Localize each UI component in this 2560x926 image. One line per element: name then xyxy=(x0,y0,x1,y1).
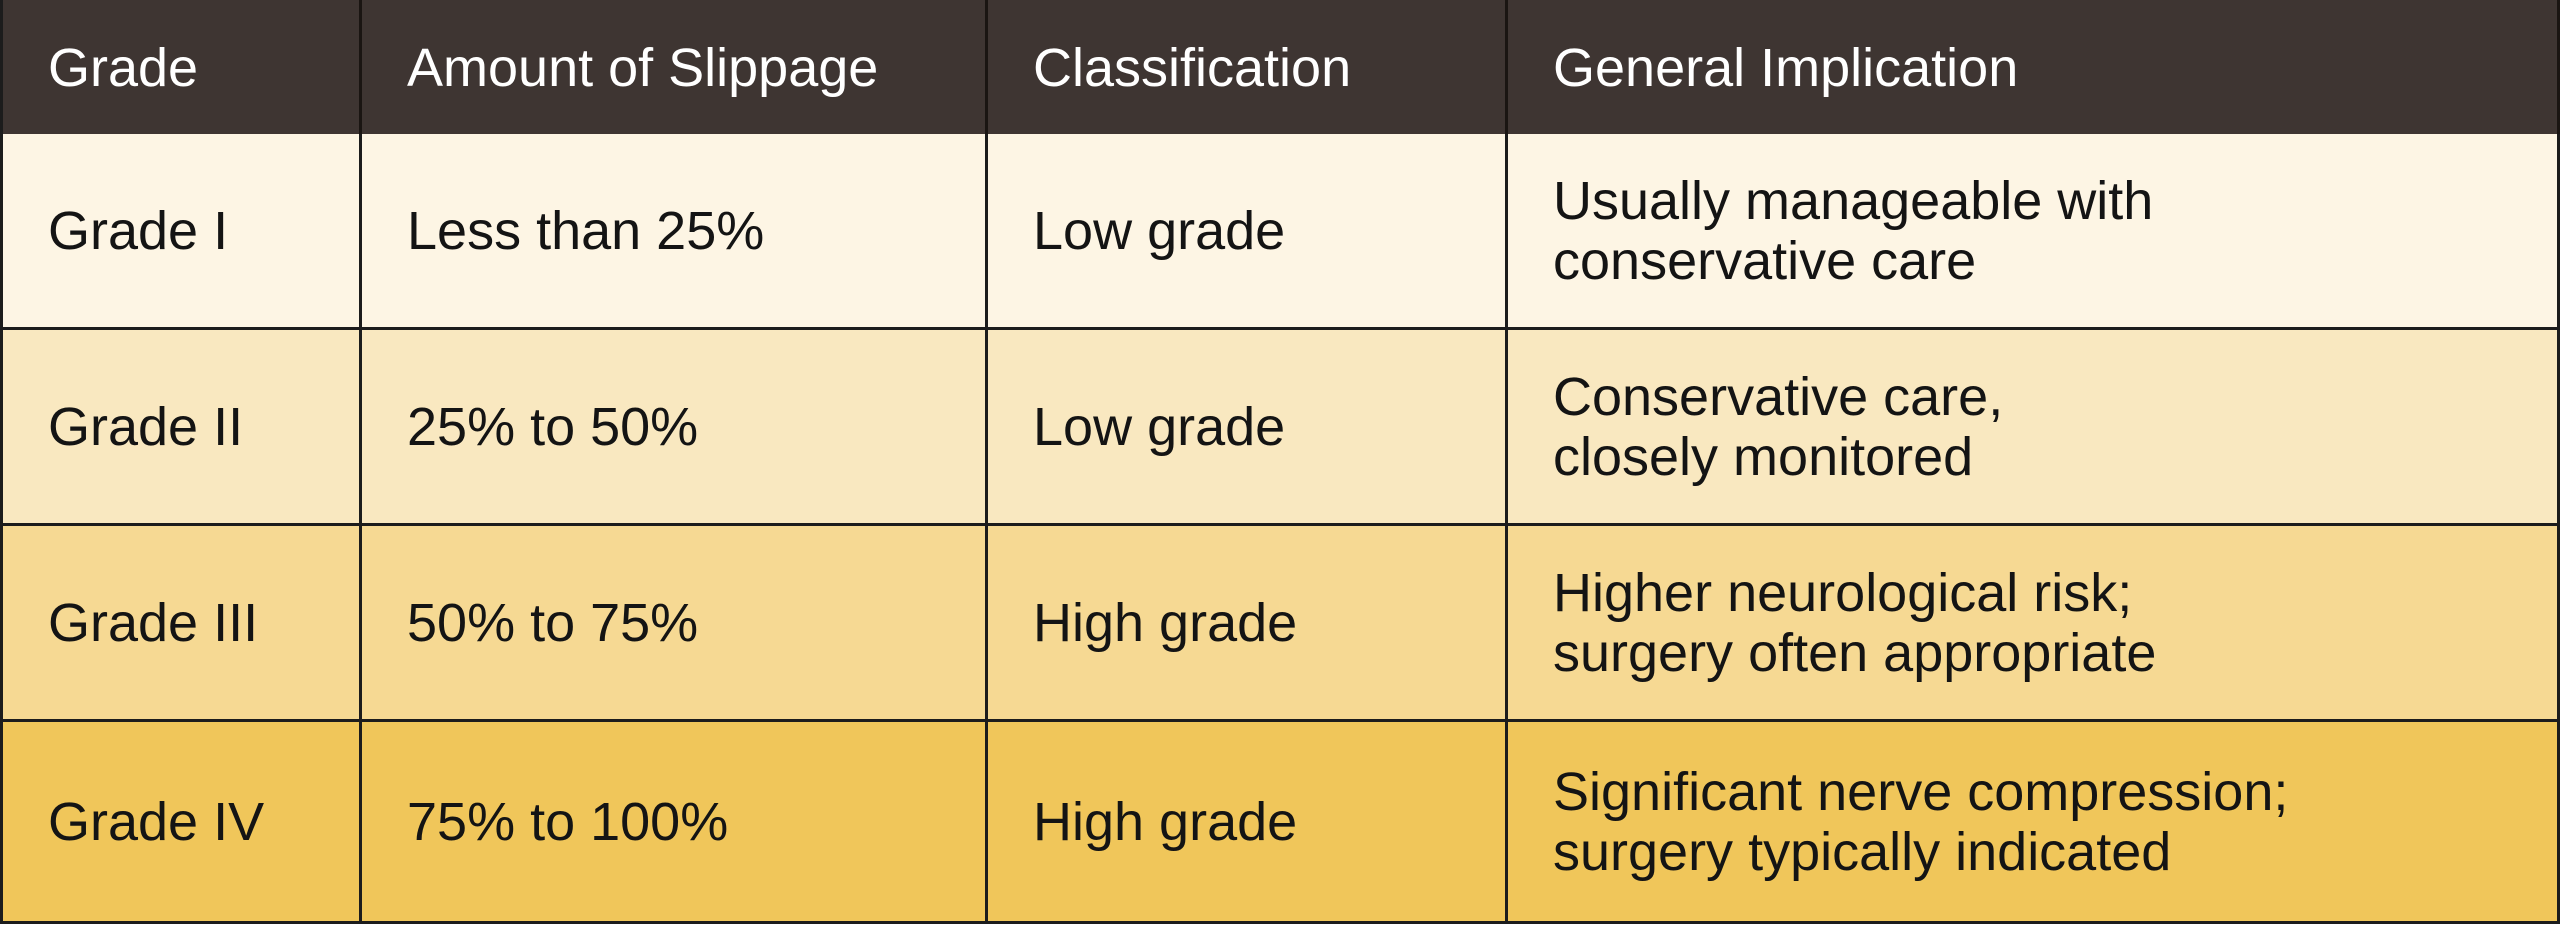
slippage-cell: 25% to 50% xyxy=(362,330,988,526)
implication-cell: Significant nerve compression; surgery t… xyxy=(1508,722,2560,924)
grade-cell: Grade II xyxy=(0,330,362,526)
slippage-cell: 50% to 75% xyxy=(362,526,988,722)
header-general-implication: General Implication xyxy=(1508,0,2560,134)
grade-cell: Grade IV xyxy=(0,722,362,924)
grade-cell: Grade III xyxy=(0,526,362,722)
header-classification: Classification xyxy=(988,0,1508,134)
classification-cell: Low grade xyxy=(988,134,1508,330)
grade-cell: Grade I xyxy=(0,134,362,330)
slippage-cell: Less than 25% xyxy=(362,134,988,330)
table-header-row: Grade Amount of Slippage Classification … xyxy=(0,0,2560,134)
implication-cell: Conservative care, closely monitored xyxy=(1508,330,2560,526)
header-grade: Grade xyxy=(0,0,362,134)
classification-cell: High grade xyxy=(988,722,1508,924)
table-row: Grade II 25% to 50% Low grade Conservati… xyxy=(0,330,2560,526)
classification-cell: High grade xyxy=(988,526,1508,722)
slippage-cell: 75% to 100% xyxy=(362,722,988,924)
table-row: Grade III 50% to 75% High grade Higher n… xyxy=(0,526,2560,722)
implication-cell: Higher neurological risk; surgery often … xyxy=(1508,526,2560,722)
header-amount-of-slippage: Amount of Slippage xyxy=(362,0,988,134)
classification-cell: Low grade xyxy=(988,330,1508,526)
implication-cell: Usually manageable with conservative car… xyxy=(1508,134,2560,330)
table-row: Grade IV 75% to 100% High grade Signific… xyxy=(0,722,2560,924)
table-row: Grade I Less than 25% Low grade Usually … xyxy=(0,134,2560,330)
